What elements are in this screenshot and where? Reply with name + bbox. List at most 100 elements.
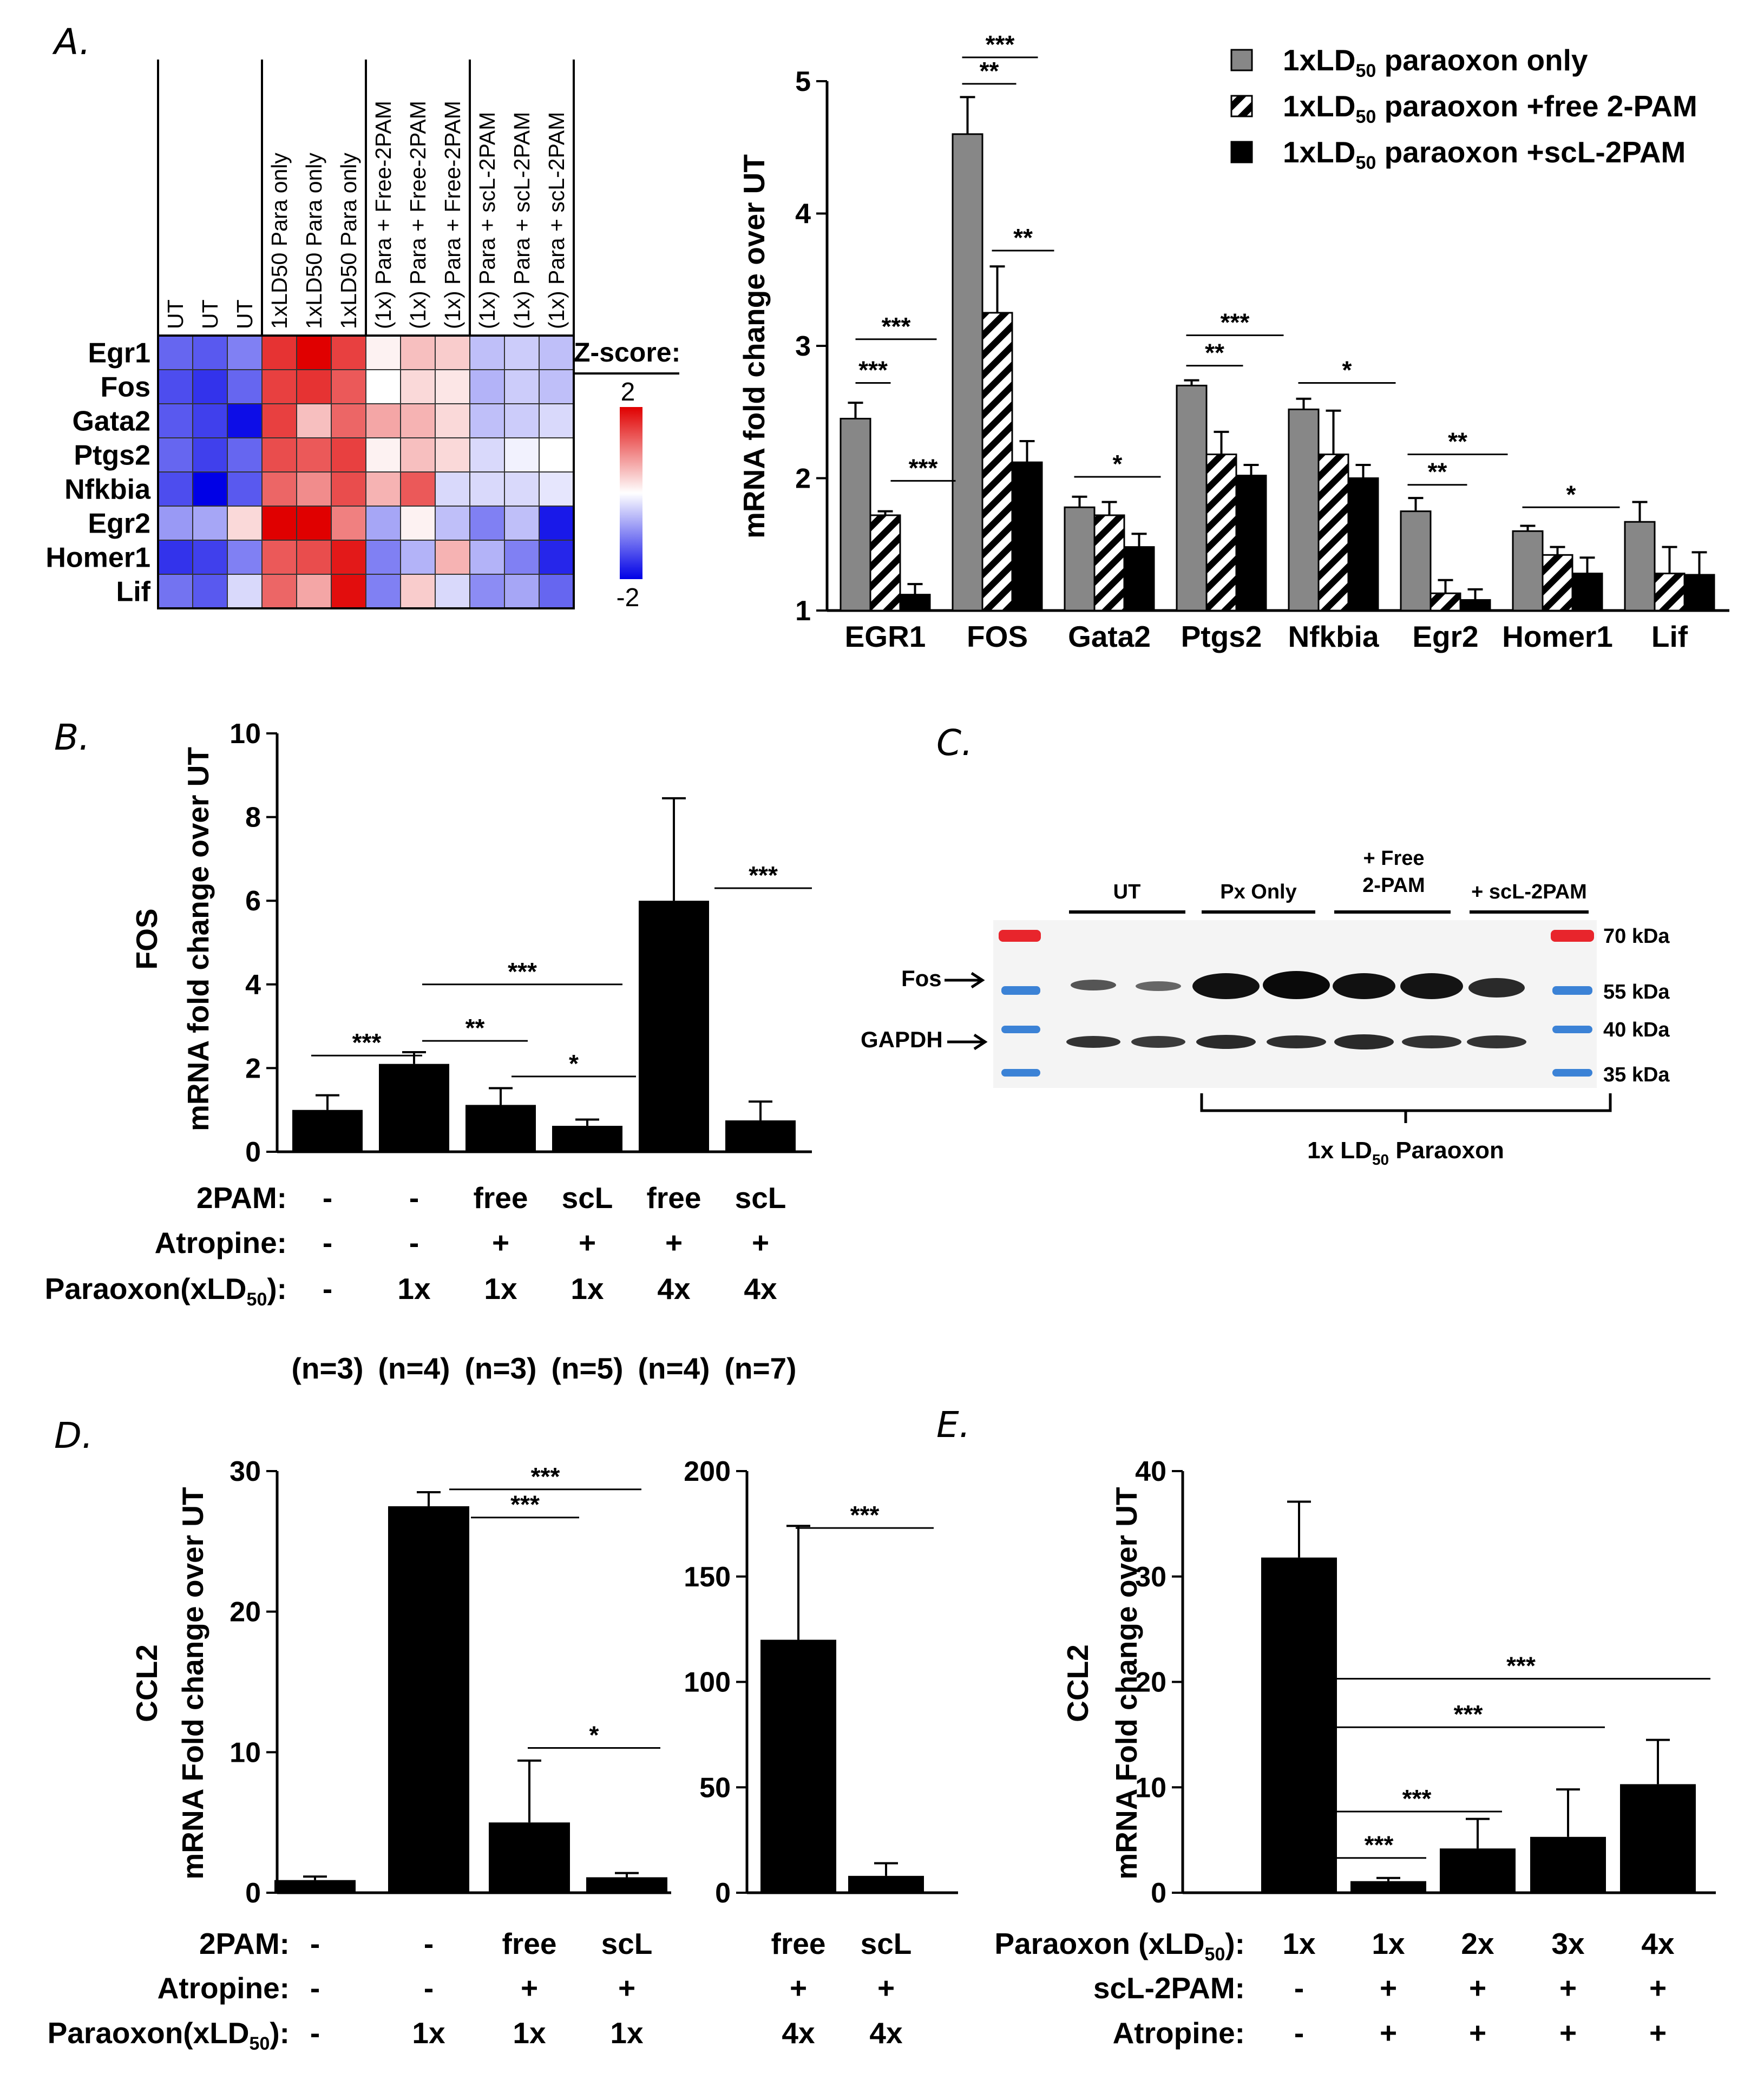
heatmap-cell (227, 574, 263, 609)
row-label-2pam: 2PAM: (199, 1927, 290, 1960)
x-category-label: Gata2 (1068, 620, 1151, 653)
heatmap-cell (539, 403, 574, 438)
fos-band (1400, 973, 1463, 999)
y-tick-label: 0 (715, 1878, 731, 1909)
condition-2pam: - (310, 1927, 320, 1960)
significance-label: ** (465, 1014, 485, 1042)
heatmap-cell (365, 471, 401, 507)
bar (1261, 1557, 1337, 1893)
heatmap-cell (400, 335, 436, 370)
heatmap-cell (539, 335, 574, 370)
condition-paraoxon: - (310, 2016, 320, 2050)
heatmap-cell (469, 335, 505, 370)
condition-atropine: + (790, 1971, 807, 2005)
bar (1440, 1848, 1516, 1893)
heatmap-cell (469, 369, 505, 404)
condition-scl2pam: + (1559, 1971, 1577, 2005)
fos-band (1263, 971, 1330, 999)
significance-label: *** (749, 861, 778, 889)
y-tick-label: 10 (229, 718, 261, 750)
y-axis-label: mRNA fold change over UT (181, 747, 215, 1131)
condition-2pam: free (771, 1927, 826, 1960)
bar (1317, 453, 1349, 612)
bar (952, 133, 983, 612)
bar (552, 1126, 622, 1152)
significance-label: *** (858, 356, 888, 384)
bar (639, 901, 709, 1152)
heatmap-column-label: 1xLD50 Para only (301, 153, 326, 329)
gapdh-band (1402, 1035, 1461, 1048)
heatmap-cell (192, 403, 228, 438)
heatmap-cell (504, 335, 540, 370)
heatmap-cell (469, 437, 505, 473)
heatmap-cell (504, 471, 540, 507)
heatmap-cell (296, 471, 332, 507)
condition-paraoxon: 4x (657, 1272, 691, 1305)
heatmap-cell (469, 540, 505, 575)
heatmap-column-label: UT (163, 299, 188, 329)
heatmap-column-label: 1xLD50 Para only (267, 153, 292, 329)
blot-group-ut: UT (1113, 881, 1141, 903)
bracket-label: 1x LD50 Paraoxon (1307, 1137, 1504, 1168)
panel-a-bar-chart: 1 2 3 4 5 mRNA fold change over UT EGR1 FOS Gata… (737, 30, 1729, 653)
colorbar-max-label: 2 (621, 378, 635, 406)
heatmap-cell (261, 574, 297, 609)
heatmap-cell (365, 369, 401, 404)
gapdh-band (1467, 1035, 1526, 1048)
heatmap-cell (227, 540, 263, 575)
condition-atropine: + (492, 1226, 509, 1259)
heatmap-cell (331, 506, 366, 541)
bar (760, 1639, 836, 1893)
marker-40: 40 kDa (1603, 1019, 1670, 1041)
y-axis-label: mRNA Fold change over UT (1110, 1487, 1143, 1879)
condition-atropine: + (877, 1971, 895, 2005)
bar (1205, 453, 1237, 612)
bar (1542, 554, 1573, 612)
legend-swatch (1230, 49, 1253, 71)
x-category-label: FOS (967, 620, 1028, 653)
bar (489, 1822, 570, 1893)
condition-paraoxon: 1x (513, 2016, 546, 2050)
condition-paraoxon: 4x (744, 1272, 777, 1305)
heatmap-cell (365, 540, 401, 575)
heatmap-cell (504, 403, 540, 438)
heatmap-cell (296, 540, 332, 575)
legend-entry: 1xLD50 paraoxon +scL-2PAM (1283, 135, 1686, 173)
condition-2pam: free (474, 1181, 528, 1215)
heatmap-cell (504, 574, 540, 609)
x-category-label: Egr2 (1412, 620, 1478, 653)
condition-paraoxon: 3x (1551, 1927, 1585, 1960)
colorbar-min-label: -2 (617, 583, 640, 612)
significance-label: *** (882, 312, 911, 340)
bar (840, 417, 871, 612)
ladder-left-35 (1001, 1069, 1040, 1077)
bar (1512, 530, 1544, 612)
heatmap-cell (158, 437, 193, 473)
sample-size: (n=4) (378, 1351, 450, 1385)
significance-label: *** (531, 1462, 560, 1491)
significance-label: *** (352, 1028, 382, 1057)
condition-paraoxon: 4x (1641, 1927, 1675, 1960)
heatmap-cell (158, 540, 193, 575)
condition-atropine: - (409, 1226, 419, 1259)
significance-label: *** (1506, 1652, 1536, 1680)
fos-band (1071, 980, 1116, 990)
legend-swatch (1230, 95, 1253, 117)
heatmap-cell (539, 437, 574, 473)
row-label-atropine: Atropine: (155, 1226, 287, 1259)
bar (1683, 574, 1715, 612)
y-axis-label: mRNA fold change over UT (737, 154, 771, 539)
condition-paraoxon: 1x (1372, 1927, 1405, 1960)
y-axis-gene-label: CCL2 (1061, 1644, 1094, 1722)
condition-scl2pam: + (1469, 1971, 1486, 2005)
significance-label: *** (510, 1491, 540, 1519)
ladder-left-40 (1001, 1026, 1040, 1033)
heatmap-column-label: UT (232, 299, 257, 329)
gapdh-band (1196, 1035, 1256, 1049)
heatmap-row-label: Gata2 (72, 406, 150, 437)
heatmap-column-label: 1xLD50 Para only (336, 153, 361, 329)
heatmap-cell (227, 403, 263, 438)
row-label-paraoxon: Paraoxon(xLD50): (48, 2016, 290, 2054)
